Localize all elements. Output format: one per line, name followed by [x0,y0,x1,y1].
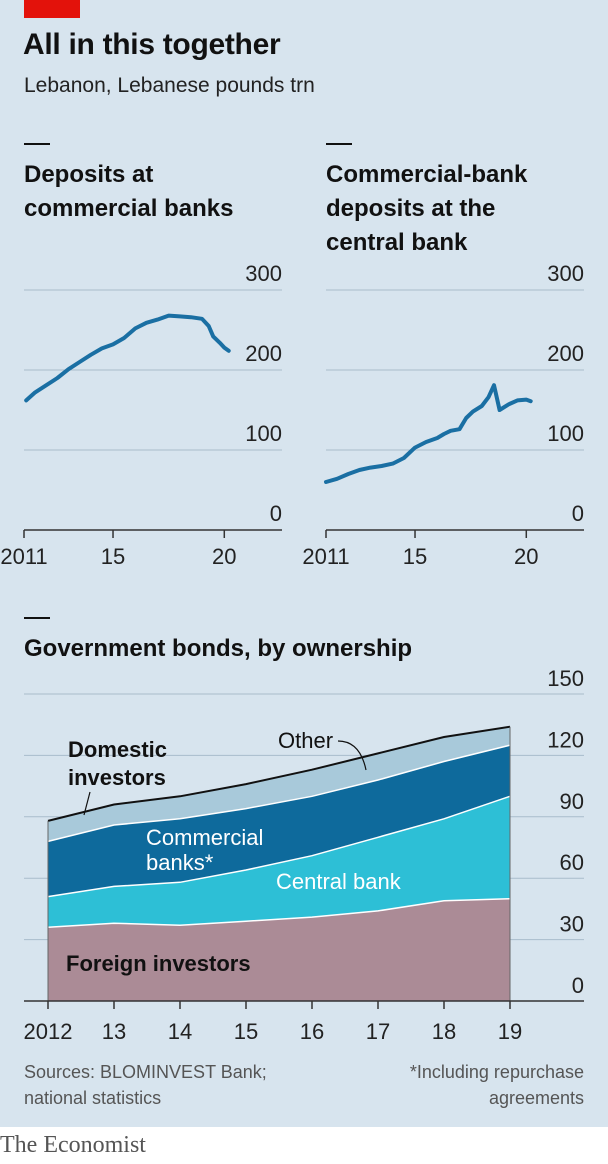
y-tick-label: 90 [560,789,584,814]
label-foreign: Foreign investors [66,951,251,976]
y-tick-label: 300 [547,261,584,286]
y-tick-label: 300 [245,261,282,286]
area-central-bank [48,796,510,928]
economist-logo: The Economist [0,1132,146,1158]
footnote-line-2: agreements [489,1088,584,1108]
series-boundary [47,744,511,843]
y-tick-label: 150 [547,666,584,691]
area-foreign-investors [48,898,510,1001]
y-tick-label: 60 [560,850,584,875]
x-tick-label: 20 [514,544,538,569]
panel-title-line: deposits at the [326,195,495,222]
series-boundary [47,795,511,898]
x-tick-label: 2011 [0,544,47,569]
sources-line-1: Sources: BLOMINVEST Bank; [24,1062,267,1082]
y-tick-label: 0 [270,501,282,526]
area-other [48,726,510,842]
panel-title-line: Deposits at [24,161,153,188]
label-domestic-leader [83,791,91,816]
y-tick-label: 120 [547,727,584,752]
x-tick-label: 18 [432,1019,456,1044]
series-line [324,383,533,484]
x-tick-label: 15 [101,544,125,569]
panel-title: Government bonds, by ownership [24,635,412,662]
x-tick-label: 2012 [24,1019,73,1044]
central-bank-deposits-chart: Commercial-bank deposits at the central ba… [302,143,584,569]
label-central-bank: Central bank [276,869,402,894]
y-tick-label: 200 [245,341,282,366]
y-tick-label: 100 [245,421,282,446]
area-commercial-banks [48,745,510,897]
x-tick-label: 15 [403,544,427,569]
x-tick-label: 17 [366,1019,390,1044]
chart-title: All in this together [23,28,281,61]
label-other: Other [278,728,333,753]
government-bonds-chart: Government bonds, by ownership 0 30 60 90 120… [24,617,584,1044]
y-tick-label: 100 [547,421,584,446]
panel-title-line: central bank [326,229,468,256]
sources-line-2: national statistics [24,1088,161,1108]
series-boundary [47,897,511,929]
label-domestic-line-2: investors [68,765,166,790]
y-tick-label: 0 [572,501,584,526]
x-tick-label: 15 [234,1019,258,1044]
label-domestic-line-1: Domestic [68,737,167,762]
panel-title-line: commercial banks [24,195,233,222]
y-tick-label: 0 [572,973,584,998]
series-line [24,313,231,403]
footer: Sources: BLOMINVEST Bank; national stati… [24,1062,584,1108]
x-tick-label: 13 [102,1019,126,1044]
label-commercial-line-1: Commercial [146,825,263,850]
x-tick-label: 2011 [302,544,349,569]
y-tick-label: 200 [547,341,584,366]
x-tick-label: 19 [498,1019,522,1044]
x-tick-label: 14 [168,1019,192,1044]
footnote-line-1: *Including repurchase [410,1062,584,1082]
label-commercial-line-2: banks* [146,850,214,875]
x-tick-label: 16 [300,1019,324,1044]
panel-title-line: Commercial-bank [326,161,528,188]
y-tick-label: 30 [560,912,584,937]
chart-subtitle: Lebanon, Lebanese pounds trn [24,74,315,97]
series-boundary [47,725,511,822]
x-tick-label: 20 [212,544,236,569]
label-other-leader [337,740,367,771]
brand-red-bar [24,0,80,18]
